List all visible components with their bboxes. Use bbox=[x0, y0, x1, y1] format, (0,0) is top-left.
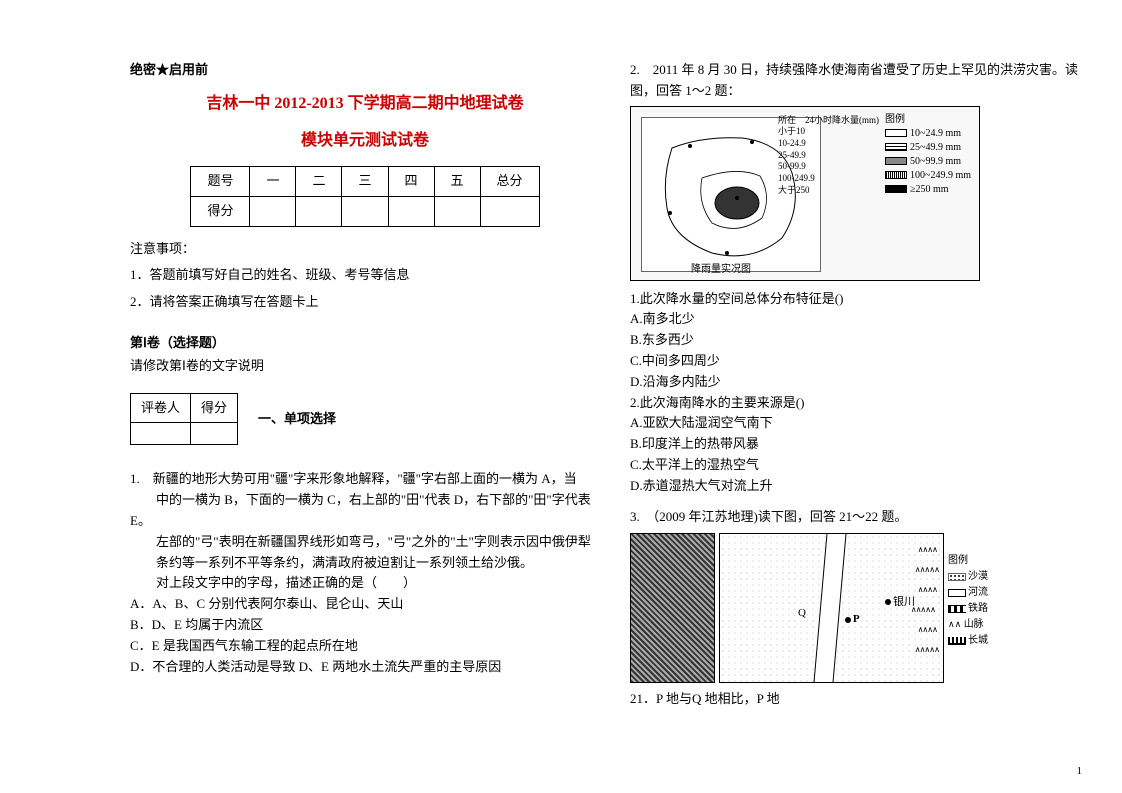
mountain-icon: ∧∧∧∧∧ bbox=[915, 564, 939, 577]
hainan-rainfall-map: 所在 24小时降水量(mm) 小于10 10-24.9 25-49.9 50-9… bbox=[630, 106, 980, 281]
mountain-icon: ∧∧∧∧ bbox=[918, 544, 937, 557]
score-table: 题号 一 二 三 四 五 总分 得分 bbox=[190, 166, 539, 227]
q1-stem: 条约等一系列不平等条约，满清政府被迫割让一系列领土给沙俄。 bbox=[130, 553, 600, 574]
range-legend: 所在 24小时降水量(mm) 小于10 10-24.9 25-49.9 50-9… bbox=[778, 115, 879, 197]
mountain-icon: ∧∧∧∧ bbox=[918, 624, 937, 637]
section-header: 第Ⅰ卷（选择题） bbox=[130, 333, 600, 354]
main-map: Q P 银川 ∧∧∧∧ ∧∧∧∧∧ ∧∧∧∧ ∧∧∧∧∧ ∧∧∧∧ ∧∧∧∧∧ bbox=[719, 533, 944, 683]
subsection-title: 一、单项选择 bbox=[258, 409, 336, 430]
notice-head: 注意事项： bbox=[130, 239, 600, 260]
q2-s2-c: C.太平洋上的湿热空气 bbox=[630, 455, 1082, 476]
q1-stem: 对上段文字中的字母，描述正确的是（ ） bbox=[130, 573, 600, 594]
map-caption: 降雨量实况图 bbox=[691, 262, 751, 278]
q2-s1-c: C.中间多四周少 bbox=[630, 351, 1082, 372]
q1-option-c: C．E 是我国西气东输工程的起点所在地 bbox=[130, 636, 600, 657]
q2-s1-a: A.南多北少 bbox=[630, 309, 1082, 330]
yinchuan-map: Q P 银川 ∧∧∧∧ ∧∧∧∧∧ ∧∧∧∧ ∧∧∧∧∧ ∧∧∧∧ ∧∧∧∧∧ … bbox=[630, 533, 1000, 683]
table-row: 得分 bbox=[191, 196, 539, 226]
secret-label: 绝密★启用前 bbox=[130, 60, 600, 81]
section-desc: 请修改第Ⅰ卷的文字说明 bbox=[130, 356, 600, 377]
exam-subtitle: 模块单元测试试卷 bbox=[130, 128, 600, 154]
q2-sub2: 2.此次海南降水的主要来源是() bbox=[630, 393, 1082, 414]
q2-sub1: 1.此次降水量的空间总体分布特征是() bbox=[630, 289, 1082, 310]
grader-table: 评卷人 得分 bbox=[130, 393, 238, 446]
q2-intro: 2. 2011 年 8 月 30 日，持续强降水使海南省遭受了历史上罕见的洪涝灾… bbox=[630, 60, 1082, 102]
q2-s1-b: B.东多西少 bbox=[630, 330, 1082, 351]
th-score: 得分 bbox=[191, 196, 250, 226]
map-legend: 图例 10~24.9 mm 25~49.9 mm 50~99.9 mm 100~… bbox=[885, 113, 971, 197]
table-row: 题号 一 二 三 四 五 总分 bbox=[191, 166, 539, 196]
th-num: 题号 bbox=[191, 166, 250, 196]
question-2: 2. 2011 年 8 月 30 日，持续强降水使海南省遭受了历史上罕见的洪涝灾… bbox=[630, 60, 1082, 497]
q2-s2-d: D.赤道湿热大气对流上升 bbox=[630, 476, 1082, 497]
label-q: Q bbox=[798, 605, 806, 623]
q2-s2-b: B.印度洋上的热带风暴 bbox=[630, 434, 1082, 455]
page-number: 1 bbox=[1077, 763, 1083, 781]
q2-s1-d: D.沿海多内陆少 bbox=[630, 372, 1082, 393]
mountain-icon: ∧∧∧∧∧ bbox=[911, 604, 935, 617]
score-th: 得分 bbox=[191, 393, 238, 423]
desert-pattern bbox=[630, 533, 715, 683]
exam-title: 吉林一中 2012-2013 下学期高二期中地理试卷 bbox=[130, 91, 600, 117]
q1-option-b: B．D、E 均属于内流区 bbox=[130, 615, 600, 636]
q1-stem: 1. 新疆的地形大势可用"疆"字来形象地解释，"疆"字右部上面的一横为 A，当 bbox=[130, 469, 600, 490]
q2-s2-a: A.亚欧大陆湿润空气南下 bbox=[630, 413, 1082, 434]
label-p: P bbox=[845, 611, 860, 629]
q1-option-d: D．不合理的人类活动是导致 D、E 两地水土流失严重的主导原因 bbox=[130, 657, 600, 678]
question-3: 3. （2009 年江苏地理)读下图，回答 21～22 题。 Q P 银川 ∧∧… bbox=[630, 507, 1082, 711]
map2-legend: 图例 沙漠 河流 铁路 ∧∧ 山脉 长城 bbox=[948, 533, 1000, 683]
q1-option-a: A．A、B、C 分别代表阿尔泰山、昆仑山、天山 bbox=[130, 594, 600, 615]
notice-item: 2．请将答案正确填写在答题卡上 bbox=[130, 292, 600, 313]
notice-item: 1．答题前填写好自己的姓名、班级、考号等信息 bbox=[130, 265, 600, 286]
q1-stem: 中的一横为 B，下面的一横为 C，右上部的"田"代表 D，右下部的"田"字代表 … bbox=[130, 490, 600, 532]
grader-th: 评卷人 bbox=[131, 393, 191, 423]
mountain-icon: ∧∧∧∧ bbox=[918, 584, 937, 597]
q3-sub: 21．P 地与Q 地相比，P 地 bbox=[630, 689, 1082, 710]
q3-stem: 3. （2009 年江苏地理)读下图，回答 21～22 题。 bbox=[630, 507, 1082, 528]
q1-stem: 左部的"弓"表明在新疆国界线形如弯弓，"弓"之外的"土"字则表示因中俄伊犁 bbox=[130, 532, 600, 553]
question-1: 1. 新疆的地形大势可用"疆"字来形象地解释，"疆"字右部上面的一横为 A，当 … bbox=[130, 469, 600, 677]
mountain-icon: ∧∧∧∧∧ bbox=[915, 644, 939, 657]
